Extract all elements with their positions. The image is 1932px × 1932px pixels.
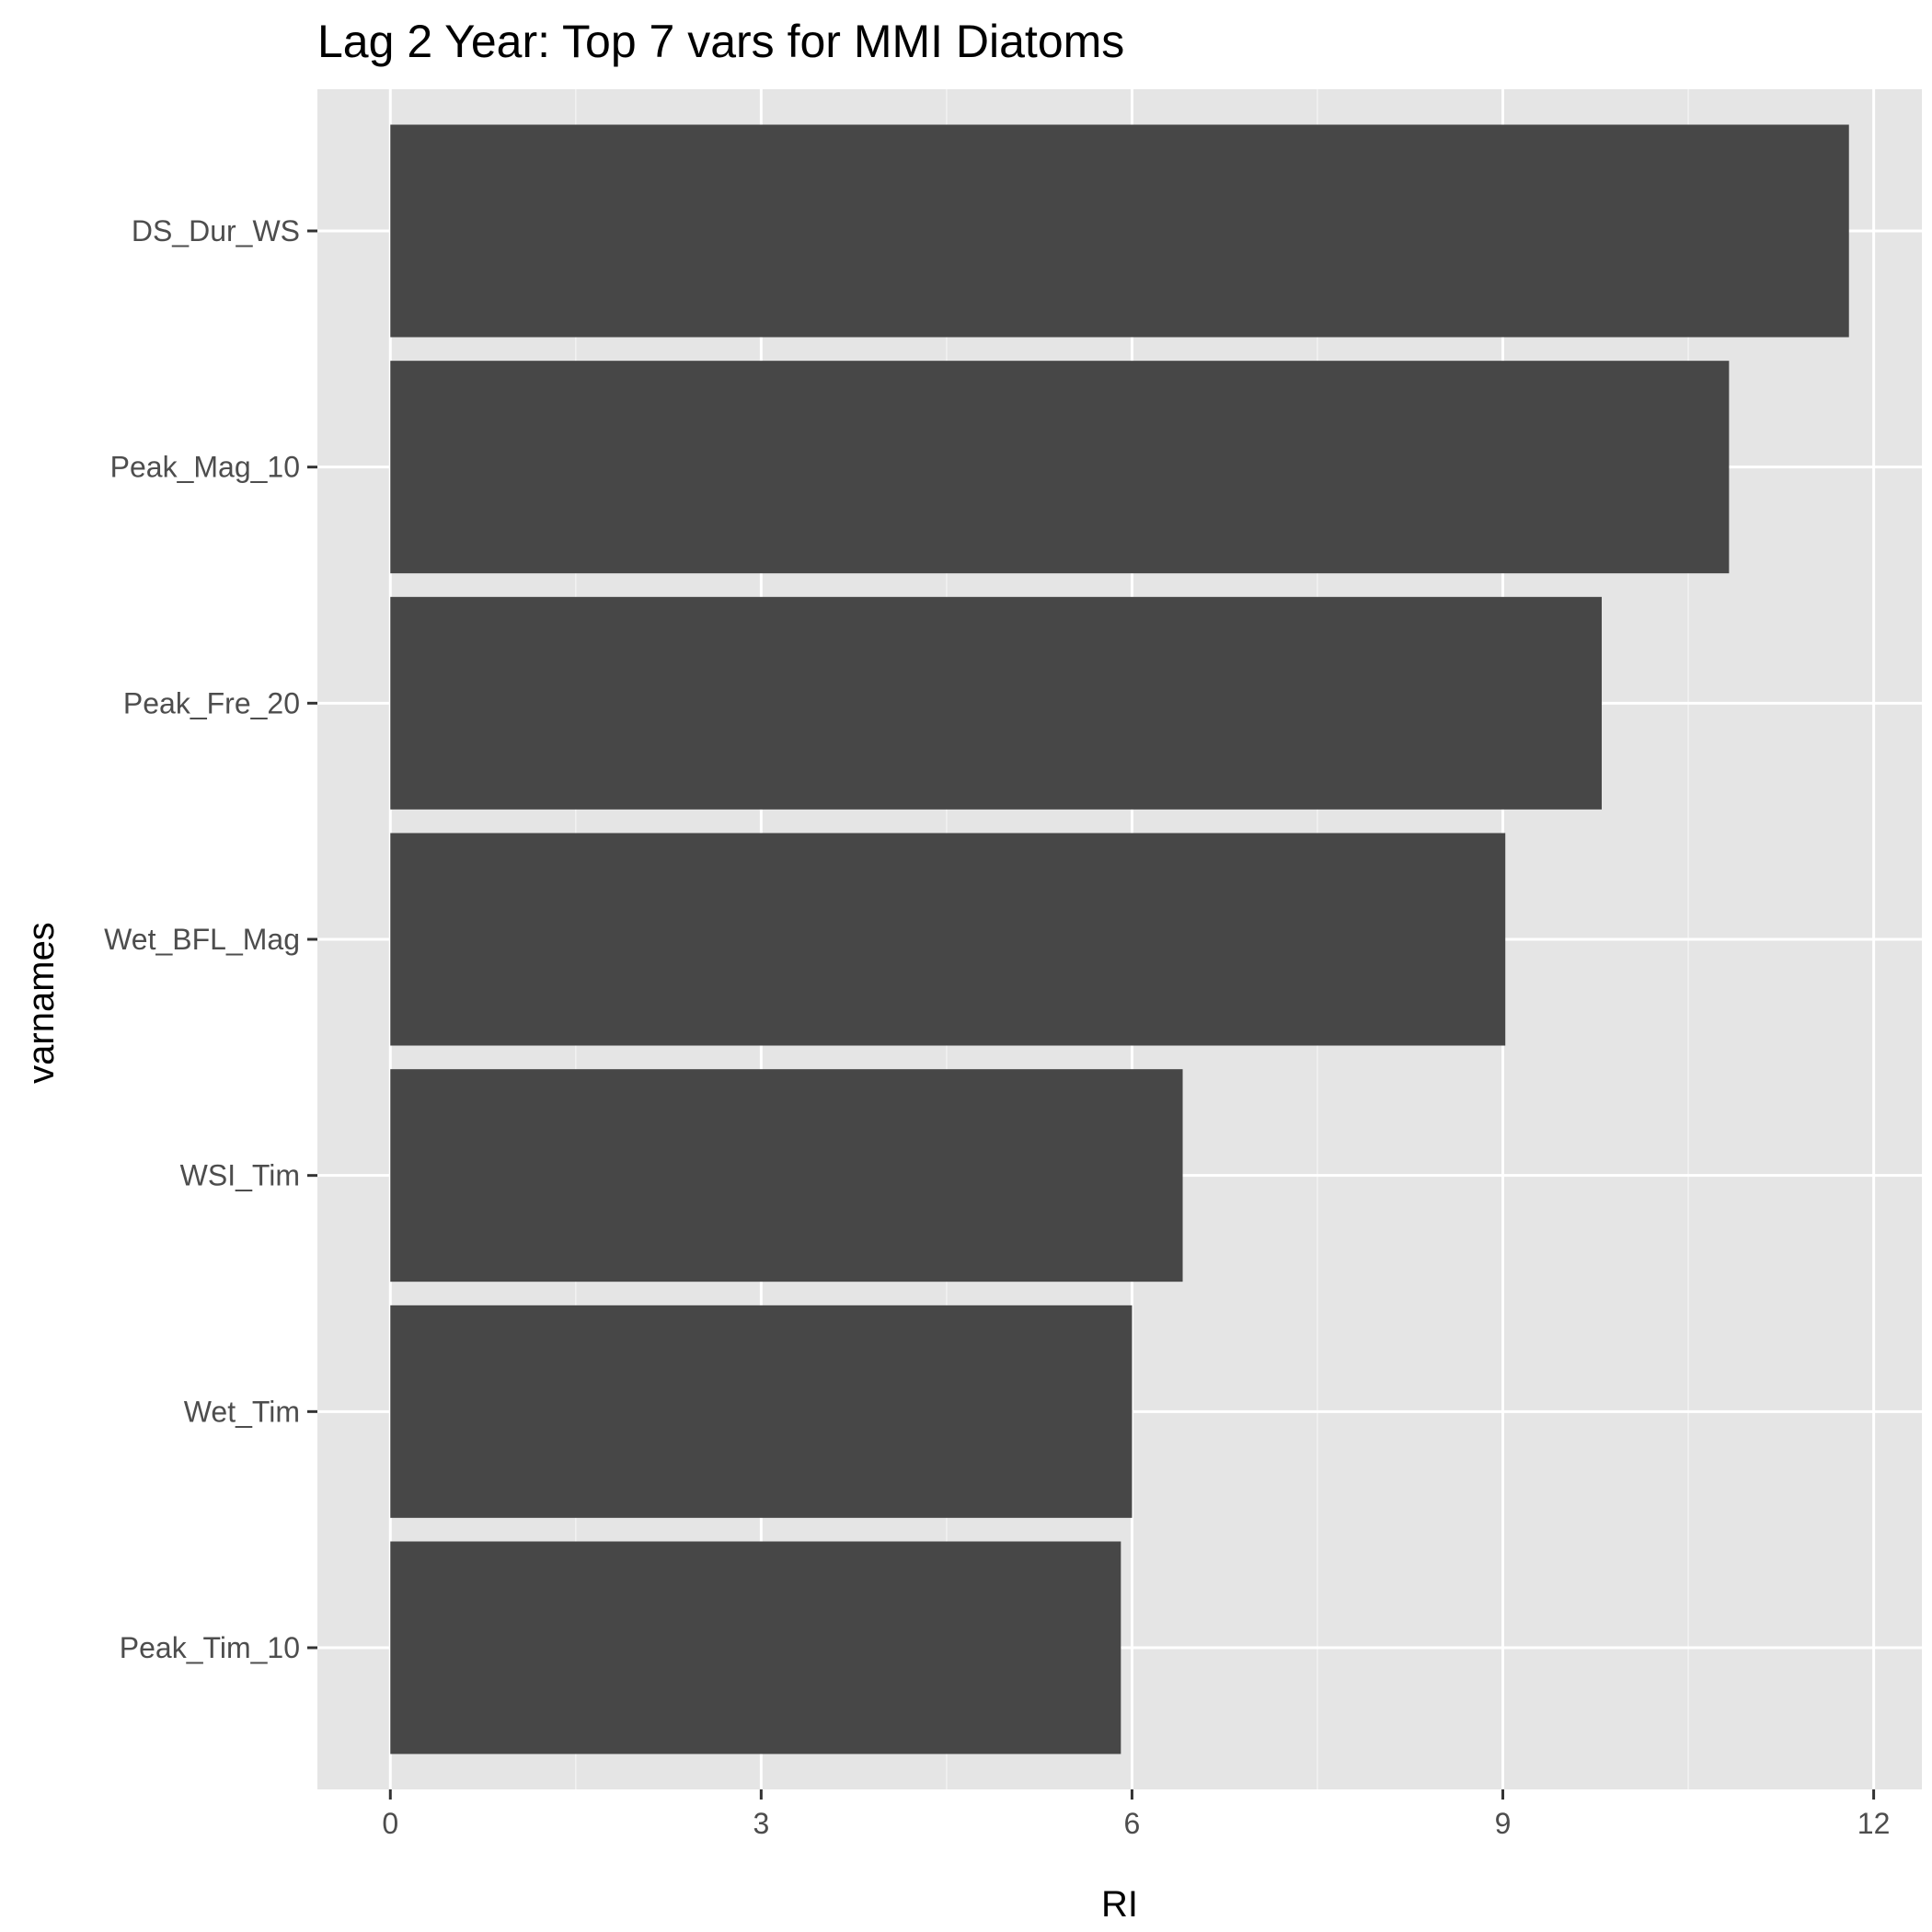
bar-Wet_BFL_Mag [390,833,1506,1046]
bar-Peak_Fre_20 [390,596,1603,810]
x-tick-label: 12 [1857,1807,1891,1840]
x-tick-label: 9 [1495,1807,1512,1840]
x-tick-label: 6 [1124,1807,1141,1840]
y-tick-label: Peak_Mag_10 [110,451,300,484]
bars [390,124,1849,1754]
y-tick-label: Peak_Fre_20 [123,686,300,719]
bar-DS_Dur_WS [390,124,1849,338]
y-tick-label: Peak_Tim_10 [120,1631,300,1664]
y-tick-label: WSI_Tim [180,1159,300,1192]
x-tick-label: 0 [382,1807,398,1840]
y-axis: DS_Dur_WS Peak_Mag_10 Peak_Fre_20 Wet_BFL_M… [104,214,317,1664]
y-tick-label: Wet_BFL_Mag [104,923,300,956]
bar-Wet_Tim [390,1305,1133,1518]
x-axis: 0 3 6 9 12 [382,1789,1890,1840]
chart-title: Lag 2 Year: Top 7 vars for MMI Diatoms [317,16,1124,67]
x-axis-title: RI [1101,1884,1138,1925]
y-tick-label: DS_Dur_WS [132,214,300,247]
x-tick-label: 3 [753,1807,769,1840]
y-axis-title: varnames [21,922,62,1084]
bar-Peak_Tim_10 [390,1541,1121,1754]
bar-Peak_Mag_10 [390,361,1730,574]
bar-WSI_Tim [390,1069,1183,1282]
y-tick-label: Wet_Tim [184,1395,300,1428]
